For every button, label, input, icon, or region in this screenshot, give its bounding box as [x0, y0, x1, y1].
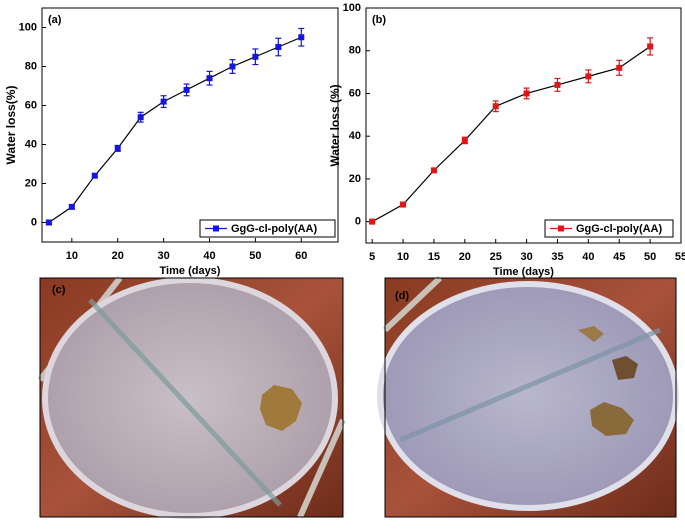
x-tick-label: 35	[551, 251, 563, 263]
y-tick-label: 60	[25, 99, 37, 111]
x-tick-label: 10	[66, 250, 78, 262]
plot-frame	[365, 7, 682, 244]
marker	[183, 86, 190, 93]
marker	[585, 73, 592, 80]
x-tick-label: 30	[520, 251, 532, 263]
marker	[461, 137, 468, 144]
marker	[554, 81, 561, 88]
plot-frame	[41, 7, 339, 243]
legend-label: GgG-cl-poly(AA)	[576, 223, 662, 235]
legend-label: GgG-cl-poly(AA)	[231, 223, 317, 235]
y-tick-label: 0	[31, 216, 37, 228]
y-tick-label: 100	[19, 21, 37, 33]
data-line	[48, 36, 302, 223]
marker	[647, 43, 654, 50]
legend-marker	[213, 225, 219, 232]
marker	[523, 90, 530, 97]
y-tick-label: 100	[343, 2, 361, 14]
marker	[616, 64, 623, 71]
marker	[369, 218, 376, 225]
marker	[492, 103, 499, 110]
x-tick-label: 5	[369, 251, 375, 263]
marker	[275, 44, 282, 50]
panel-label: (a)	[48, 14, 62, 26]
legend-box	[199, 219, 336, 238]
marker	[91, 172, 98, 179]
photo-label: (c)	[52, 284, 66, 296]
x-axis-label: Time (days)	[493, 266, 554, 278]
marker	[430, 167, 437, 174]
marker	[298, 34, 305, 41]
x-tick-label: 20	[459, 251, 471, 263]
x-tick-label: 55	[675, 251, 685, 263]
x-axis-label: Time (days)	[160, 265, 221, 277]
marker	[229, 63, 236, 70]
x-tick-label: 50	[249, 250, 261, 262]
x-tick-label: 60	[295, 250, 307, 262]
x-tick-label: 20	[112, 250, 124, 262]
x-tick-label: 25	[490, 251, 502, 263]
photo-label: (d)	[395, 290, 409, 302]
y-axis-label: Water loss(%)	[4, 86, 18, 165]
x-tick-label: 50	[644, 251, 656, 263]
marker	[252, 53, 259, 60]
marker	[400, 201, 407, 208]
y-tick-label: 80	[349, 45, 361, 57]
photo-c: (c)	[37, 276, 346, 519]
marker	[45, 219, 52, 226]
y-tick-label: 40	[349, 130, 361, 142]
y-tick-label: 40	[25, 138, 37, 150]
marker	[160, 98, 167, 105]
marker	[68, 203, 75, 210]
x-tick-label: 10	[397, 251, 409, 263]
x-tick-label: 45	[613, 251, 625, 263]
x-tick-label: 40	[203, 250, 215, 262]
data-line	[371, 45, 651, 223]
legend-box	[544, 219, 674, 238]
y-tick-label: 20	[25, 177, 37, 189]
x-tick-label: 30	[157, 250, 169, 262]
marker	[137, 114, 144, 121]
marker	[206, 75, 213, 82]
legend-marker	[558, 225, 564, 232]
y-tick-label: 0	[355, 216, 361, 228]
y-tick-label: 20	[349, 173, 361, 185]
photo-d: (d)	[377, 275, 679, 518]
panel-label: (b)	[372, 14, 386, 26]
y-tick-label: 60	[349, 87, 361, 99]
x-tick-label: 40	[582, 251, 594, 263]
y-axis-label: Water loss (%)	[328, 84, 342, 166]
x-tick-label: 15	[428, 251, 440, 263]
y-tick-label: 80	[25, 60, 37, 72]
marker	[114, 145, 121, 152]
